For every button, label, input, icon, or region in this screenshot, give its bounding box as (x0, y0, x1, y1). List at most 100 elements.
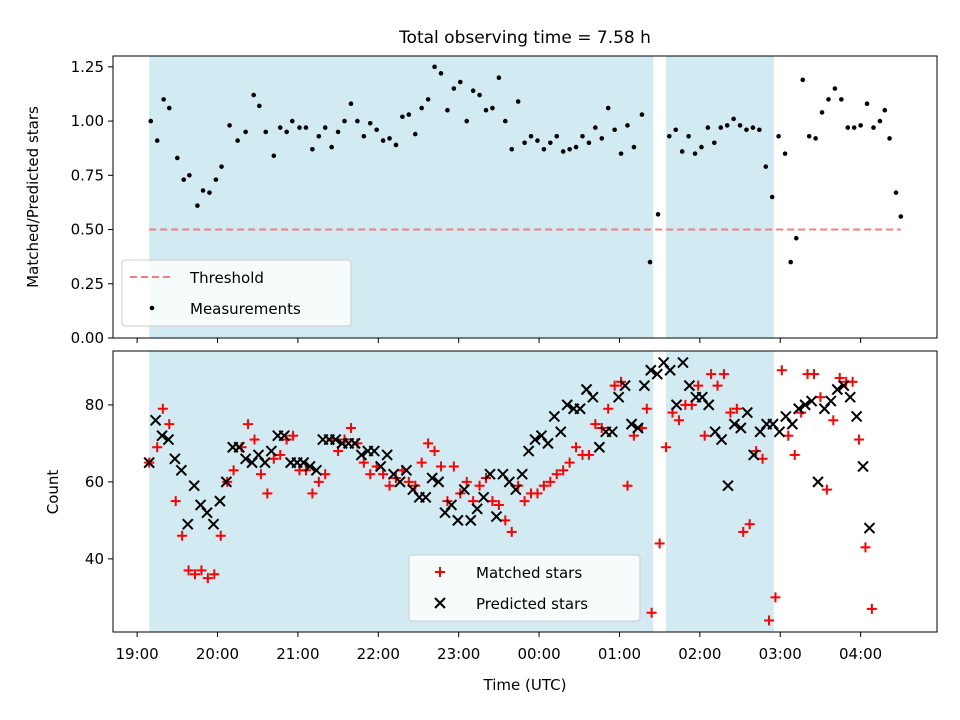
predicted-star-point (471, 503, 483, 515)
y-tick-label: 40 (85, 550, 104, 568)
matched-star-point (500, 515, 511, 526)
matched-star-point (493, 499, 504, 510)
measurement-point (310, 146, 315, 152)
measurement-point (851, 125, 857, 130)
predicted-star-point (201, 506, 213, 519)
measurement-point (554, 133, 560, 139)
measurement-point (813, 136, 818, 141)
measurement-point (673, 127, 679, 133)
predicted-star-point (304, 460, 316, 473)
measurement-point (387, 136, 392, 141)
legend-matched-marker (435, 567, 445, 577)
measurement-point (213, 177, 219, 182)
predicted-star-point (741, 406, 753, 419)
y-tick-label: 80 (85, 396, 104, 414)
measurement-point (251, 92, 256, 98)
matched-star-point (307, 488, 318, 499)
x-axis-label: Time (UTC) (483, 676, 567, 694)
matched-star-point (288, 430, 299, 441)
measurement-point (528, 133, 534, 139)
predicted-star-point (702, 399, 715, 411)
matched-star-point (384, 480, 395, 491)
matched-star-point (718, 369, 729, 380)
matched-star-point (770, 592, 781, 603)
measurement-point (166, 105, 172, 111)
predicted-star-point (400, 464, 413, 477)
predicted-star-point (548, 410, 561, 423)
measurement-point (893, 190, 899, 195)
measurement-point (322, 125, 328, 130)
x-tick-label: 19:00 (115, 645, 158, 663)
measurement-point (612, 127, 617, 133)
predicted-star-point (162, 433, 175, 446)
matched-star-point (423, 438, 434, 449)
matched-star-point (603, 403, 614, 414)
predicted-star-point (529, 433, 541, 446)
predicted-star-point (188, 480, 200, 492)
predicted-star-point (786, 418, 799, 430)
measurement-point (845, 125, 851, 130)
predicted-star-point (722, 480, 734, 492)
predicted-star-point (831, 383, 844, 396)
matched-star-point (828, 415, 839, 426)
matched-star-point (519, 496, 530, 507)
matched-star-point (474, 480, 485, 491)
matched-star-point (487, 496, 498, 507)
matched-star-point (751, 446, 762, 457)
matched-star-point (558, 465, 569, 476)
matched-star-point (571, 442, 582, 453)
measurement-point (509, 146, 515, 152)
predicted-star-point (651, 368, 663, 380)
predicted-star-point (214, 495, 226, 507)
matched-star-point (345, 422, 356, 433)
top-y-ticks: 0.00 0.25 0.50 0.75 1.00 1.25 (71, 58, 113, 347)
matched-star-point (268, 453, 279, 464)
predicted-star-point (799, 399, 811, 411)
measurement-point (207, 190, 212, 195)
measurement-point (776, 133, 781, 139)
matched-star-point (281, 434, 292, 445)
matched-star-point (209, 569, 220, 580)
predicted-star-point (863, 522, 876, 534)
legend-matched-swatch (435, 567, 445, 577)
matched-star-point (189, 569, 200, 580)
measurement-point (757, 127, 762, 133)
predicted-star-point (233, 441, 245, 453)
measurement-point (445, 107, 450, 113)
matched-star-point (609, 380, 620, 391)
predicted-star-point (542, 437, 554, 450)
predicted-star-point (445, 499, 458, 511)
matched-star-point (661, 442, 672, 453)
predicted-star-point (664, 364, 676, 376)
matched-star-point (378, 469, 389, 480)
measurement-point (297, 125, 302, 130)
x-tick-label: 02:00 (678, 645, 721, 663)
matched-star-point (177, 530, 188, 541)
legend-threshold-label: Threshold (189, 269, 264, 287)
shaded-interval (666, 56, 774, 338)
matched-star-point (693, 380, 704, 391)
y-tick-label: 0.00 (71, 329, 104, 347)
measurement-point (342, 118, 347, 124)
predicted-star-point (838, 379, 850, 392)
measurement-point (731, 116, 736, 122)
predicted-star-point (420, 491, 432, 503)
matched-star-point (538, 480, 549, 491)
matched-star-point (448, 461, 459, 472)
matched-star-point (228, 465, 239, 476)
matched-star-point (860, 542, 871, 553)
matched-star-point (731, 403, 742, 414)
measurement-point (503, 118, 508, 124)
predicted-star-point (355, 449, 368, 461)
measurement-point (181, 177, 187, 182)
predicted-star-point (632, 422, 644, 434)
matched-star-point (196, 565, 207, 576)
matched-star-point (706, 369, 717, 380)
measurement-point (832, 86, 838, 91)
y-tick-label: 0.75 (71, 166, 104, 184)
measurement-point (769, 194, 775, 200)
predicted-star-point (593, 441, 606, 453)
predicted-star-point (374, 460, 387, 473)
measurement-point (355, 118, 360, 124)
measurement-point (200, 188, 206, 193)
